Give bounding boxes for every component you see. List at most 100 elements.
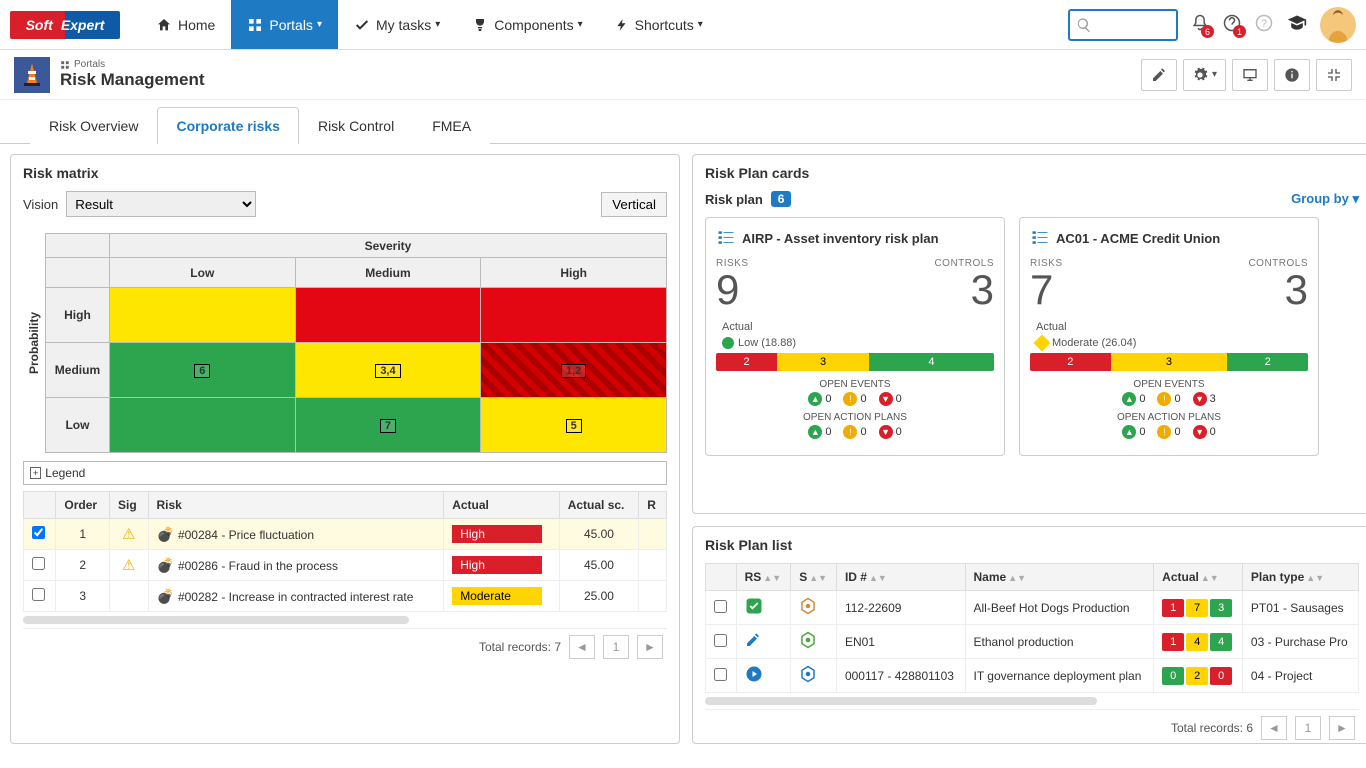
column-header[interactable]: ID #▲▼	[836, 564, 965, 591]
home-icon	[156, 17, 172, 33]
column-header[interactable]: Sig	[110, 492, 149, 519]
column-header[interactable]: S▲▼	[791, 564, 837, 591]
nav-mytasks[interactable]: My tasks▾	[338, 0, 456, 49]
present-button[interactable]	[1232, 59, 1268, 91]
vision-select[interactable]: Result	[66, 191, 256, 217]
table-row[interactable]: 1⚠💣#00284 - Price fluctuationHigh45.00	[24, 519, 667, 550]
level-badge: High	[452, 525, 542, 543]
row-checkbox[interactable]	[32, 588, 45, 601]
nav-mytasks-label: My tasks	[376, 17, 431, 33]
table-row[interactable]: 2⚠💣#00286 - Fraud in the processHigh45.0…	[24, 550, 667, 581]
notifications-button[interactable]: 6	[1190, 13, 1210, 36]
column-header[interactable]: Actual	[444, 492, 560, 519]
page-number[interactable]: 1	[603, 635, 629, 659]
help-badge: 1	[1233, 25, 1246, 38]
warning-icon: ⚠	[122, 526, 135, 543]
expand-icon: +	[30, 467, 41, 479]
column-header[interactable]	[706, 564, 737, 591]
matrix-cell[interactable]	[481, 288, 667, 343]
level-badge: High	[452, 556, 542, 574]
matrix-cell[interactable]: 6	[109, 343, 295, 398]
risk-plan-card[interactable]: AIRP - Asset inventory risk planRISKS9CO…	[705, 217, 1005, 456]
matrix-cell[interactable]	[109, 398, 295, 453]
vision-label: Vision	[23, 197, 58, 212]
plan-count-badge: 6	[771, 191, 792, 207]
next-page-button[interactable]: ►	[637, 635, 663, 659]
column-header[interactable]: RS▲▼	[736, 564, 791, 591]
dashboard-grid: Risk matrix Vision Result Vertical Proba…	[0, 144, 1366, 754]
page-number[interactable]: 1	[1295, 716, 1321, 740]
group-by-button[interactable]: Group by ▾	[1291, 191, 1359, 207]
actual-badges: 144	[1162, 633, 1234, 651]
table-row[interactable]: 112-22609All-Beef Hot Dogs Production173…	[706, 591, 1359, 625]
nav-shortcuts[interactable]: Shortcuts▾	[599, 0, 719, 49]
about-button[interactable]	[1274, 59, 1310, 91]
vertical-button[interactable]: Vertical	[601, 192, 667, 217]
collapse-button[interactable]	[1316, 59, 1352, 91]
row-checkbox[interactable]	[32, 526, 45, 539]
info-icon	[1284, 67, 1300, 83]
status-dot-icon	[722, 337, 734, 349]
row-checkbox[interactable]	[714, 600, 727, 613]
nav-right: 6 1 ?	[1068, 7, 1356, 43]
matrix-cell[interactable]	[109, 288, 295, 343]
table-row[interactable]: 3💣#00282 - Increase in contracted intere…	[24, 581, 667, 612]
status-diamond-icon	[1034, 335, 1051, 352]
column-header[interactable]: R	[639, 492, 667, 519]
user-avatar[interactable]	[1320, 7, 1356, 43]
row-checkbox[interactable]	[714, 668, 727, 681]
horizontal-scrollbar[interactable]	[705, 697, 1097, 705]
trophy-icon	[472, 17, 488, 33]
next-page-button[interactable]: ►	[1329, 716, 1355, 740]
column-header[interactable]	[24, 492, 56, 519]
row-checkbox[interactable]	[714, 634, 727, 647]
table-row[interactable]: 000117 - 428801103IT governance deployme…	[706, 659, 1359, 693]
warn-icon: !	[1157, 392, 1171, 406]
compress-icon	[1326, 67, 1342, 83]
matrix-cell[interactable]: 3,4	[295, 343, 481, 398]
top-navbar: SoftExpert Home Portals▾ My tasks▾ Compo…	[0, 0, 1366, 50]
up-icon: ▲	[808, 425, 822, 439]
tab-risk-overview[interactable]: Risk Overview	[30, 107, 157, 144]
prev-page-button[interactable]: ◄	[1261, 716, 1287, 740]
prev-page-button[interactable]: ◄	[569, 635, 595, 659]
horizontal-scrollbar[interactable]	[23, 616, 409, 624]
nav-home[interactable]: Home	[140, 0, 231, 49]
matrix-cell[interactable]	[295, 288, 481, 343]
academy-button[interactable]	[1286, 13, 1308, 36]
column-header[interactable]: Actual▲▼	[1154, 564, 1243, 591]
matrix-cell[interactable]: 1,2	[481, 343, 667, 398]
column-header[interactable]: Order	[56, 492, 110, 519]
column-header[interactable]: Name▲▼	[965, 564, 1154, 591]
tab-corporate-risks[interactable]: Corporate risks	[157, 107, 298, 144]
plan-list-title: Risk Plan list	[705, 537, 1359, 553]
severity-axis-label: Severity	[109, 234, 666, 258]
sort-icon: ▲▼	[1008, 573, 1026, 583]
risk-plan-card[interactable]: AC01 - ACME Credit UnionRISKS7CONTROLS3A…	[1019, 217, 1319, 456]
column-header[interactable]: Plan type▲▼	[1242, 564, 1358, 591]
risk-icon: 💣	[157, 526, 174, 542]
nav-components[interactable]: Components▾	[456, 0, 598, 49]
column-header[interactable]: Actual sc.	[559, 492, 639, 519]
help-button[interactable]: 1	[1222, 13, 1242, 36]
info-button[interactable]: ?	[1254, 13, 1274, 36]
tab-risk-control[interactable]: Risk Control	[299, 107, 413, 144]
matrix-cell[interactable]: 5	[481, 398, 667, 453]
check-icon	[354, 17, 370, 33]
search-input[interactable]	[1068, 9, 1178, 41]
down-icon: ▼	[1193, 425, 1207, 439]
legend-toggle[interactable]: + Legend	[23, 461, 667, 485]
row-checkbox[interactable]	[32, 557, 45, 570]
nav-portals[interactable]: Portals▾	[231, 0, 338, 49]
settings-button[interactable]: ▾	[1183, 59, 1226, 91]
level-badge: Moderate	[452, 587, 542, 605]
search-icon	[1076, 17, 1092, 33]
status-hex-icon	[799, 631, 817, 649]
tab-fmea[interactable]: FMEA	[413, 107, 490, 144]
page-tools: ▾	[1141, 59, 1352, 91]
edit-button[interactable]	[1141, 59, 1177, 91]
column-header[interactable]: Risk	[148, 492, 444, 519]
matrix-cell[interactable]: 7	[295, 398, 481, 453]
risk-matrix-title: Risk matrix	[23, 165, 667, 181]
table-row[interactable]: EN01Ethanol production14403 - Purchase P…	[706, 625, 1359, 659]
